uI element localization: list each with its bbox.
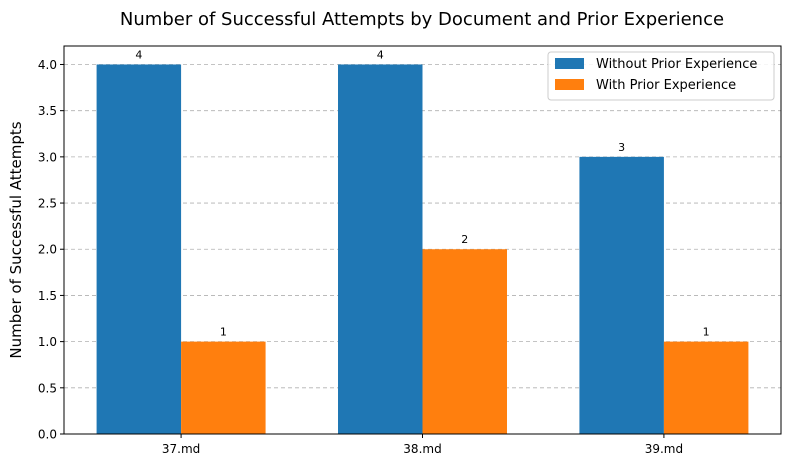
y-tick-label: 0.5 <box>38 381 57 395</box>
bar-39.md-0 <box>579 156 664 434</box>
bar-38.md-0 <box>338 64 423 434</box>
legend: Without Prior Experience With Prior Exper… <box>547 51 775 101</box>
data-label: 1 <box>220 326 227 339</box>
legend-label: Without Prior Experience <box>596 57 757 72</box>
y-tick-label: 1.5 <box>38 289 57 303</box>
y-tick-label: 2.5 <box>38 197 57 211</box>
bar-39.md-1 <box>663 341 749 434</box>
y-tick-label: 3.0 <box>38 150 57 164</box>
y-tick-label: 4.0 <box>38 58 57 72</box>
bar-37.md-1 <box>181 341 266 434</box>
legend-box <box>547 51 775 101</box>
legend-label: With Prior Experience <box>596 78 736 93</box>
chart-title: Number of Successful Attempts by Documen… <box>120 9 724 30</box>
y-axis-label: Number of Successful Attempts <box>7 121 25 358</box>
y-tick-label: 0.0 <box>38 428 57 442</box>
y-tick-label: 1.0 <box>38 335 57 349</box>
y-tick-label: 3.5 <box>38 104 57 118</box>
legend-swatch <box>555 79 584 90</box>
data-label: 4 <box>135 48 142 61</box>
x-tick-label: 38.md <box>403 442 441 456</box>
data-label: 1 <box>703 326 710 339</box>
legend-swatch <box>555 58 584 69</box>
y-tick-label: 2.0 <box>38 243 57 257</box>
data-label: 3 <box>618 141 625 154</box>
x-tick-label: 37.md <box>162 442 200 456</box>
data-label: 4 <box>377 48 384 61</box>
bar-37.md-0 <box>96 64 182 434</box>
x-tick-label: 39.md <box>645 442 683 456</box>
plot-frame <box>63 45 782 435</box>
data-label: 2 <box>461 233 468 246</box>
bar-38.md-1 <box>422 249 507 434</box>
